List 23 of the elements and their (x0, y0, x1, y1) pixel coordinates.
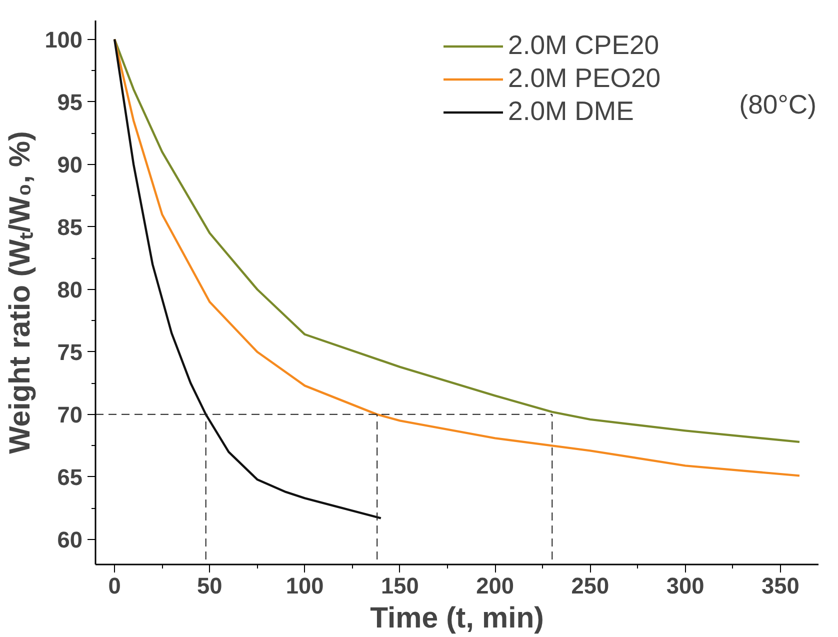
y-tick-label: 85 (57, 214, 82, 240)
x-tick-label: 250 (571, 572, 610, 598)
x-axis-title: Time (t, min) (370, 602, 544, 634)
y-tick-label: 75 (57, 338, 82, 365)
y-tick-label: 100 (44, 26, 83, 52)
x-tick-label: 50 (197, 572, 222, 598)
y-tick-label: 95 (57, 88, 82, 115)
annotation: (80°C) (739, 90, 817, 120)
y-tick-label: 70 (57, 401, 82, 428)
x-tick-label: 300 (666, 572, 704, 598)
y-tick-label: 80 (57, 276, 82, 302)
x-tick-label: 150 (381, 572, 419, 598)
legend-label: 2.0M PEO20 (508, 63, 661, 93)
y-tick-label: 65 (57, 464, 82, 490)
y-axis-title: Weight ratio (Wₜ/W₀, %) (4, 131, 37, 454)
legend-label: 2.0M DME (508, 96, 634, 126)
legend-label: 2.0M CPE20 (508, 30, 660, 61)
x-tick-label: 0 (108, 572, 121, 598)
x-tick-label: 200 (476, 572, 514, 598)
x-tick-label: 350 (762, 572, 800, 598)
y-tick-label: 60 (57, 526, 82, 552)
x-tick-label: 100 (286, 572, 324, 598)
y-tick-label: 90 (57, 151, 82, 178)
